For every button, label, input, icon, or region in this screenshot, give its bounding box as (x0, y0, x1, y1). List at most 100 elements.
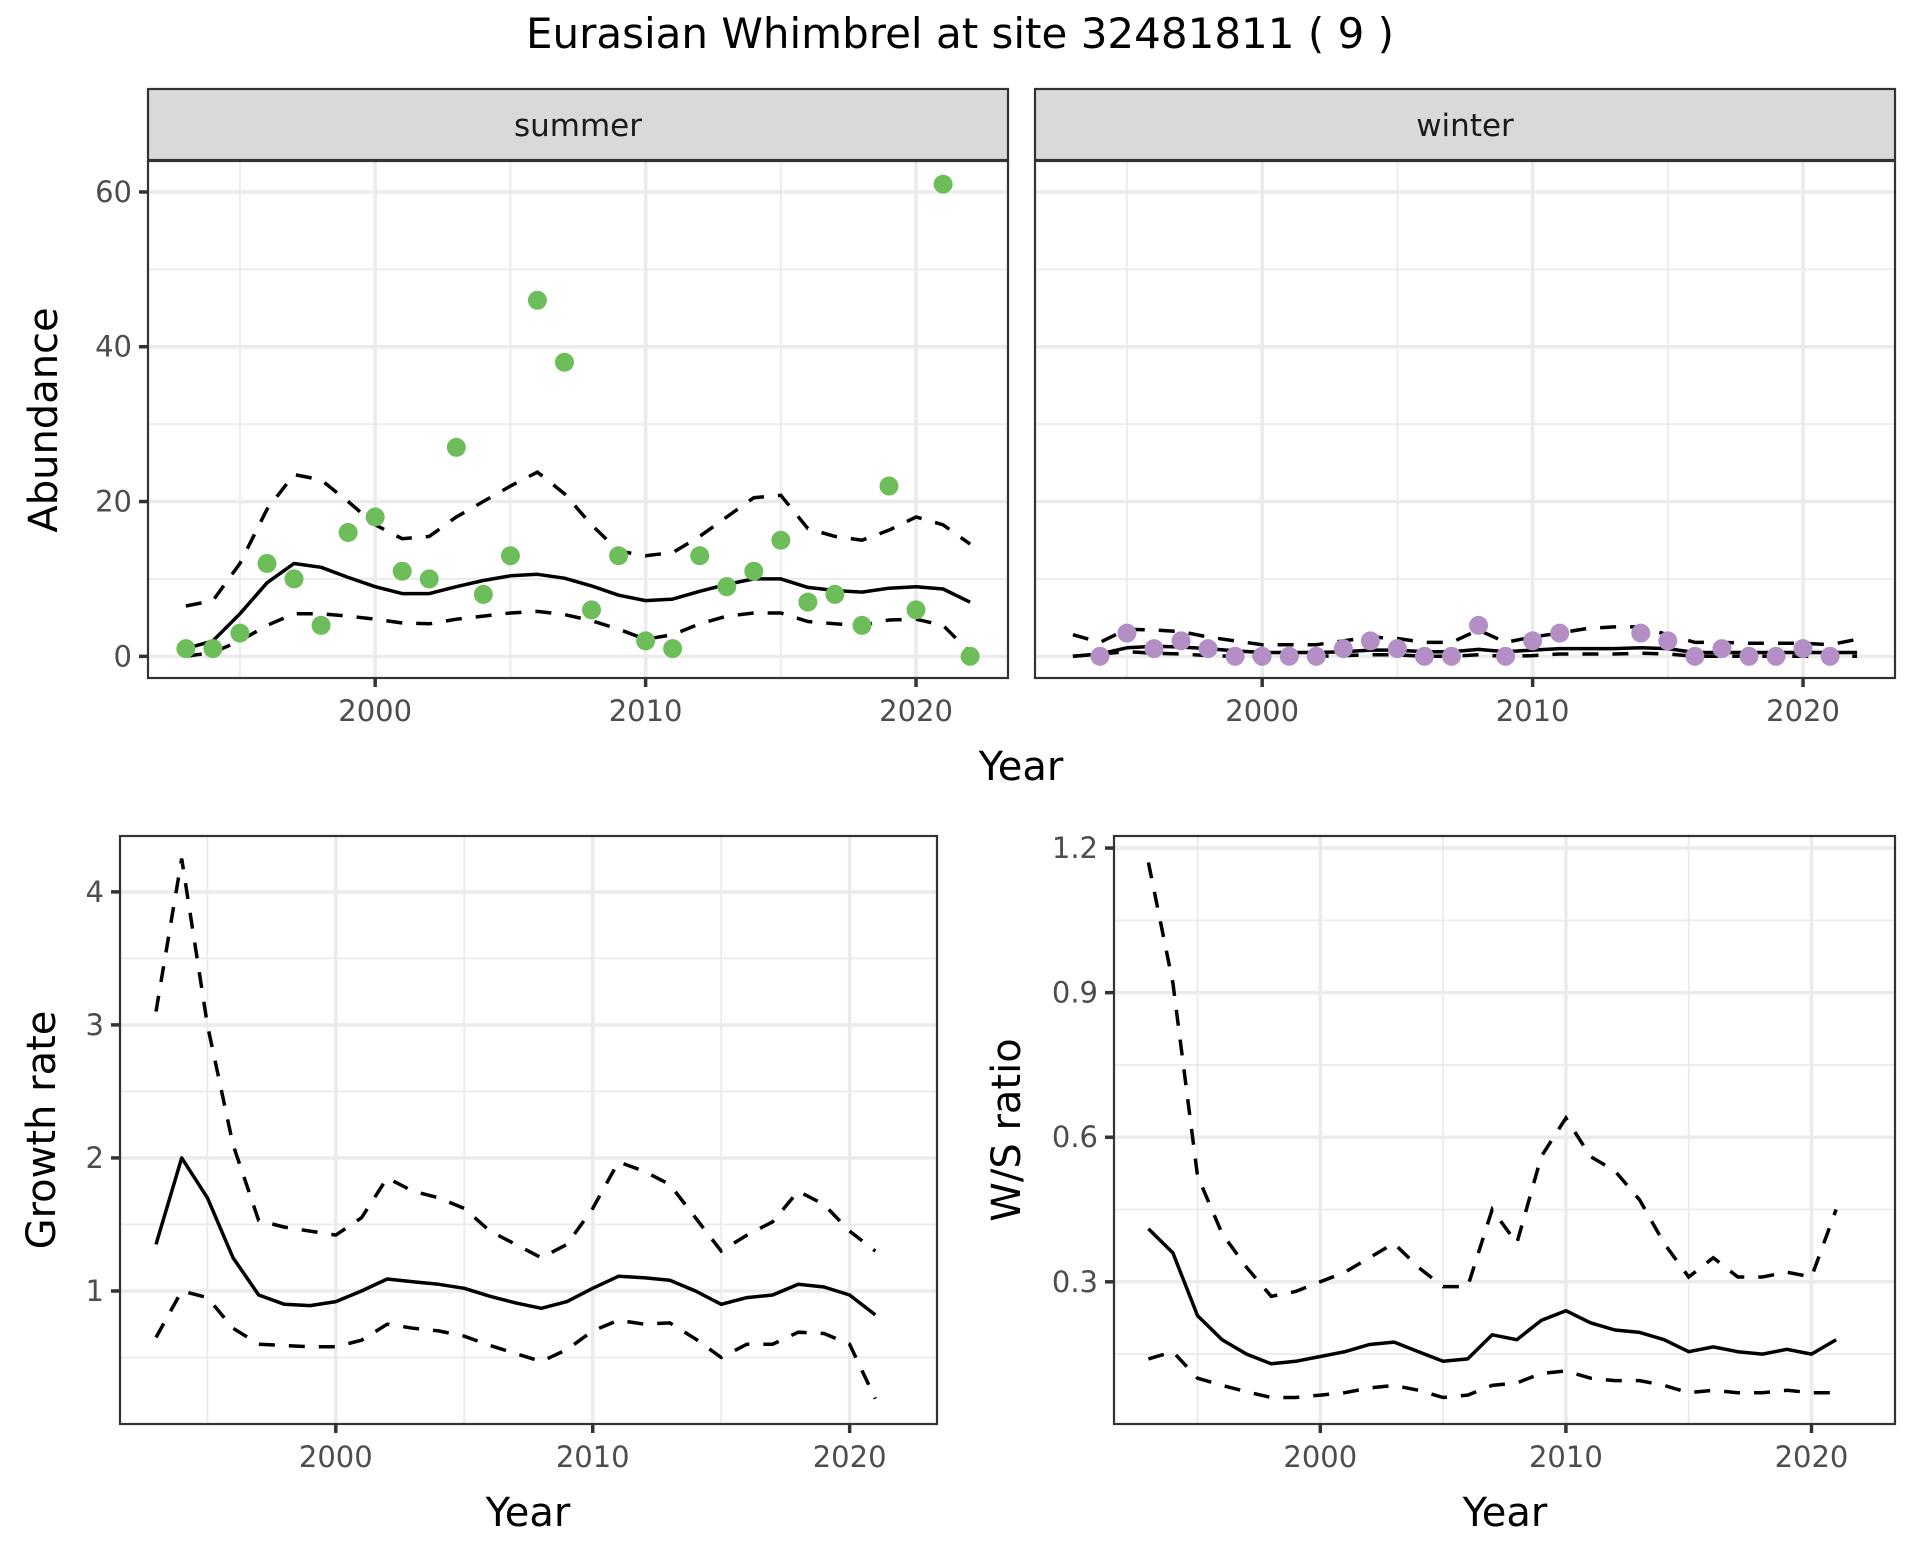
data-point (1496, 646, 1516, 666)
data-point (1441, 646, 1461, 666)
panel-growth-rate: 2000 2010 2020 1 2 3 4 (86, 834, 939, 1474)
strip-label-summer: summer (514, 108, 642, 144)
lower-bound-line (1147, 1349, 1837, 1400)
data-point (1793, 639, 1813, 659)
data-point (1090, 646, 1110, 666)
x-tick-label: 2000 (299, 1440, 373, 1474)
x-tick-label: 2000 (1225, 694, 1299, 728)
upper-bound-line (185, 470, 972, 608)
data-point (1279, 646, 1299, 666)
panel-winter: winter 2000 2010 2020 (1033, 87, 1897, 728)
panel-border (146, 159, 1010, 680)
y-tick-label: 4 (86, 875, 104, 909)
x-axis-title-growth: Year (485, 1490, 571, 1536)
data-point (311, 615, 331, 635)
data-point (1117, 623, 1137, 643)
data-point (636, 631, 656, 651)
data-point (1360, 631, 1380, 651)
strip-summer (146, 87, 1010, 162)
data-point (1225, 646, 1245, 666)
y-tick-label: 3 (86, 1008, 104, 1042)
lower-bound-line (185, 609, 972, 659)
gridlines (1035, 161, 1895, 678)
data-point (1685, 646, 1705, 666)
trend-line (1147, 1227, 1837, 1366)
data-point (1198, 639, 1218, 659)
panel-border (1112, 834, 1897, 1426)
data-point (933, 174, 953, 194)
data-point (284, 569, 304, 589)
data-point (582, 600, 602, 620)
data-point (1469, 615, 1489, 635)
data-point (338, 522, 358, 542)
data-point (203, 639, 223, 659)
data-point (500, 546, 520, 566)
data-point (1333, 639, 1353, 659)
x-tick-label: 2010 (609, 694, 683, 728)
data-point (825, 584, 845, 604)
data-point (960, 646, 980, 666)
x-tick-label: 2010 (1496, 694, 1570, 728)
x-tick-label: 2000 (1283, 1440, 1357, 1474)
data-point (798, 592, 818, 612)
y-tick-label: 40 (95, 330, 132, 364)
x-tick-label: 2020 (813, 1440, 887, 1474)
y-tick-label: 60 (95, 175, 132, 209)
data-point (1144, 639, 1164, 659)
upper-bound-line (154, 858, 877, 1260)
data-point (1766, 646, 1786, 666)
x-tick-label: 2020 (1766, 694, 1840, 728)
panel-ws-ratio: 2000 2010 2020 0.3 0.6 0.9 1.2 (1052, 831, 1897, 1474)
y-tick-label: 20 (95, 485, 132, 519)
data-point (771, 530, 791, 550)
chart-title: Eurasian Whimbrel at site 32481811 ( 9 ) (526, 9, 1394, 58)
data-point (392, 561, 412, 581)
data-point (1387, 639, 1407, 659)
y-axis-title-growth: Growth rate (19, 1011, 65, 1250)
strip-label-winter: winter (1416, 108, 1514, 144)
trend-line (185, 561, 971, 651)
data-point (690, 546, 710, 566)
data-point (906, 600, 926, 620)
data-point (1631, 623, 1651, 643)
x-tick-label: 2010 (556, 1440, 630, 1474)
gridlines (120, 836, 937, 1424)
y-tick-label: 0.6 (1052, 1120, 1098, 1154)
data-point (554, 352, 574, 372)
data-point (1306, 646, 1326, 666)
y-tick-label: 2 (86, 1141, 104, 1175)
y-tick-label: 1 (86, 1274, 104, 1308)
x-tick-label: 2020 (1775, 1440, 1849, 1474)
data-point (879, 476, 899, 496)
data-point (717, 577, 737, 597)
data-point (419, 569, 439, 589)
y-tick-label: 0.3 (1052, 1265, 1098, 1299)
x-tick-label: 2000 (338, 694, 412, 728)
y-axis-title-ratio: W/S ratio (984, 1038, 1030, 1221)
data-point (744, 561, 764, 581)
data-point (1739, 646, 1759, 666)
panel-summer: summer 2000 2010 2020 0 20 40 60 (95, 87, 1010, 728)
strip-winter (1033, 87, 1897, 162)
y-tick-label: 1.2 (1052, 831, 1098, 865)
x-tick-label: 2010 (1529, 1440, 1603, 1474)
gridlines (148, 161, 1008, 678)
data-point (1414, 646, 1434, 666)
data-point (365, 507, 385, 527)
data-point (473, 584, 493, 604)
data-point (663, 639, 683, 659)
lower-bound-line (154, 1288, 877, 1400)
data-point (1252, 646, 1272, 666)
x-tick-label: 2020 (879, 694, 953, 728)
data-point (176, 639, 196, 659)
x-axis-title-ratio: Year (1462, 1490, 1548, 1536)
y-tick-label: 0 (114, 639, 132, 673)
data-point (1820, 646, 1840, 666)
gridlines (1114, 836, 1895, 1424)
panel-border (1033, 159, 1897, 680)
data-point (852, 615, 872, 635)
data-point (1550, 623, 1570, 643)
data-point (1171, 631, 1191, 651)
data-point (1658, 631, 1678, 651)
